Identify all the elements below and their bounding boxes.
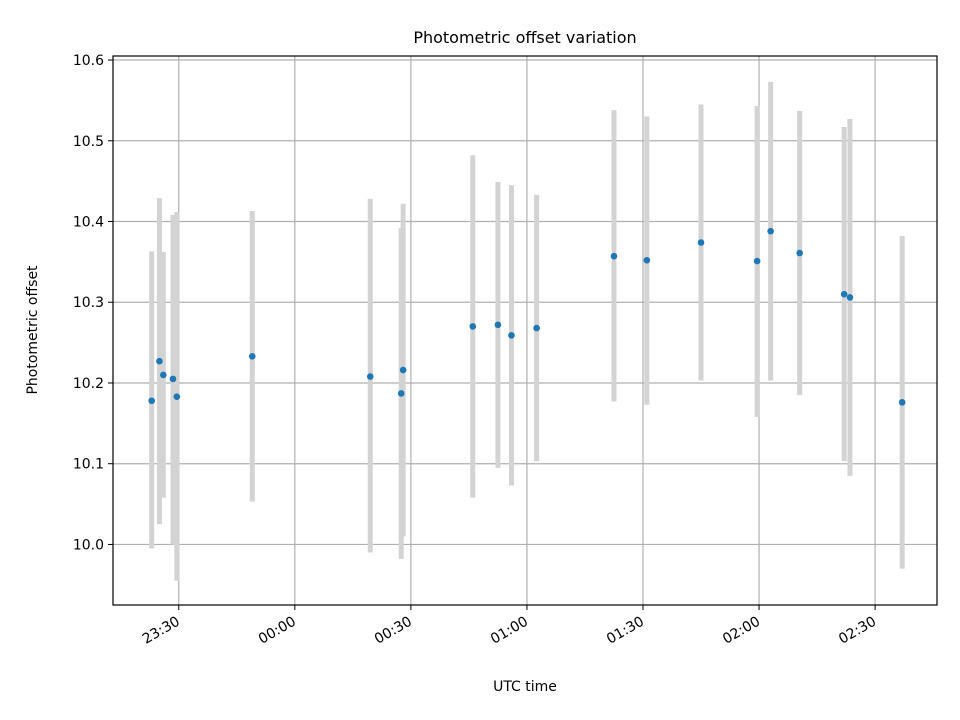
data-point	[753, 257, 761, 265]
y-axis: 10.0 10.1 10.2 10.3 10.4 10.5 10.6	[73, 53, 113, 553]
data-point	[148, 397, 155, 405]
data-point	[643, 256, 651, 264]
y-tick-label: 10.5	[73, 134, 104, 150]
data-point	[846, 294, 854, 301]
data-point	[169, 375, 177, 383]
data-point	[469, 323, 477, 330]
y-tick-label: 10.1	[73, 457, 104, 473]
data-points	[148, 227, 906, 406]
chart-title: Photometric offset variation	[413, 28, 636, 47]
data-point	[697, 239, 705, 246]
y-tick-label: 10.0	[73, 537, 104, 553]
data-point	[494, 321, 502, 329]
y-tick-label: 10.3	[73, 295, 104, 311]
data-point	[508, 332, 515, 339]
data-point	[159, 371, 167, 379]
x-axis-label: UTC time	[493, 679, 557, 695]
y-axis-label: Photometric offset	[25, 265, 41, 395]
data-point	[840, 290, 848, 298]
data-point	[248, 353, 256, 360]
data-point	[898, 399, 906, 406]
plot-frame	[112, 55, 938, 606]
data-point	[173, 393, 181, 401]
data-point	[796, 249, 803, 257]
data-point	[533, 324, 540, 332]
data-point	[399, 366, 407, 374]
data-point	[366, 373, 374, 380]
y-tick-label: 10.2	[73, 376, 104, 392]
data-point	[156, 357, 163, 365]
data-point	[610, 252, 618, 260]
data-point	[767, 227, 774, 235]
data-point	[397, 390, 405, 397]
y-tick-label: 10.4	[73, 215, 104, 231]
y-tick-label: 10.6	[73, 53, 104, 69]
